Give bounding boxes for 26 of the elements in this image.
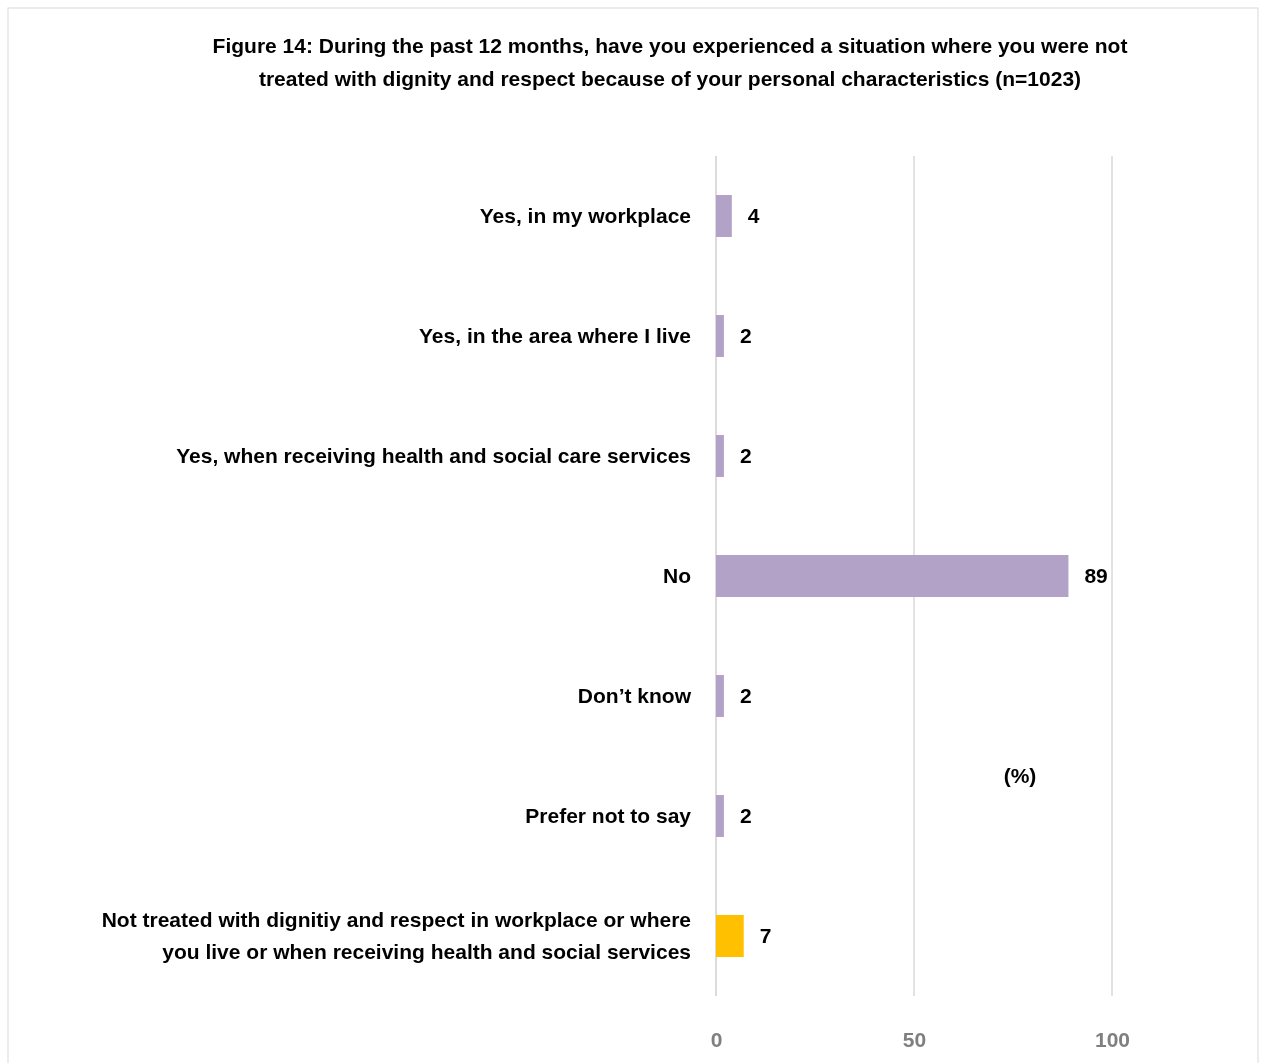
y-tick-label: Prefer not to say bbox=[525, 804, 692, 828]
data-label: 2 bbox=[739, 804, 752, 828]
y-tick-label: No bbox=[663, 564, 691, 588]
data-label: 2 bbox=[739, 444, 752, 468]
bar bbox=[716, 915, 744, 957]
y-tick-label: Yes, in my workplace bbox=[479, 204, 691, 228]
bar bbox=[716, 675, 724, 717]
bar bbox=[716, 555, 1069, 597]
chart-title: Figure 14: During the past 12 months, have you experienced a situation where you were not treated with dignity and respect because of your personal characteristics (n=1023) bbox=[212, 33, 1128, 90]
data-label: 89 bbox=[1084, 564, 1108, 588]
bar bbox=[716, 795, 724, 837]
bar bbox=[716, 435, 724, 477]
x-tick-label: 100 bbox=[1094, 1027, 1131, 1051]
y-tick-label: Yes, in the area where I live bbox=[419, 324, 691, 348]
y-tick-label: Not treated with dignitiy and respect in workplace or where you live or when receiving health and social services bbox=[101, 908, 691, 964]
x-tick-label: 0 bbox=[710, 1027, 723, 1051]
x-tick-label: 50 bbox=[902, 1027, 927, 1051]
bar bbox=[716, 315, 724, 357]
annotation: (%) bbox=[1003, 764, 1037, 788]
data-label: 7 bbox=[759, 924, 772, 948]
y-tick-label: Don’t know bbox=[577, 684, 692, 708]
bar bbox=[716, 195, 732, 237]
data-label: 2 bbox=[739, 324, 752, 348]
data-label: 2 bbox=[739, 684, 752, 708]
y-tick-label: Yes, when receiving health and social care services bbox=[176, 444, 691, 468]
data-label: 4 bbox=[747, 204, 760, 228]
